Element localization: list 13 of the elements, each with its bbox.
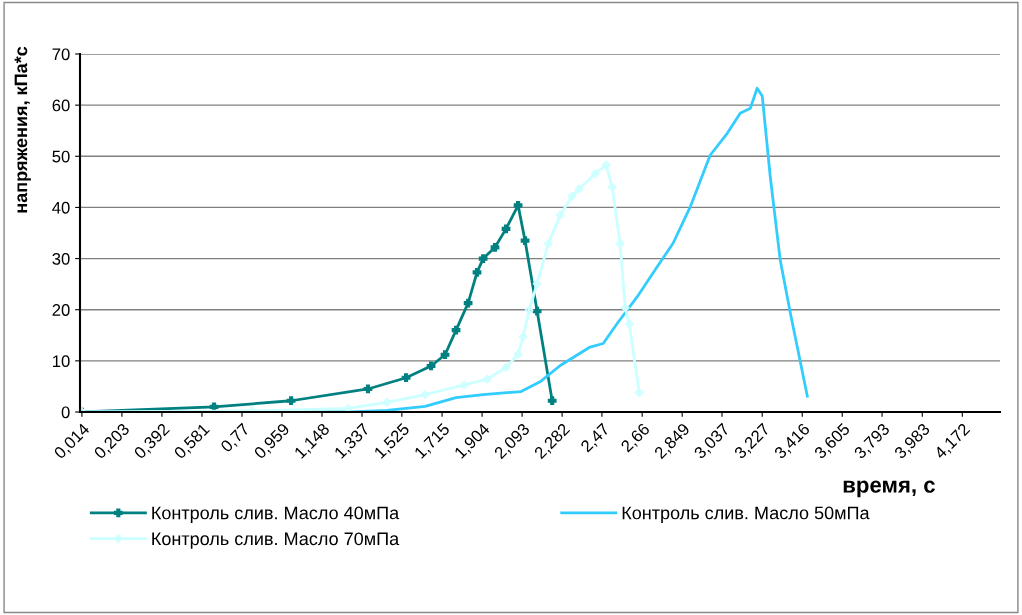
x-axis-title: время, с [843, 480, 935, 498]
legend-label: Контроль слив. Масло 70мПа [152, 532, 400, 549]
legend-label: Контроль слив. Масло 40мПа [152, 506, 400, 523]
y-tick-label: 40 [52, 201, 70, 214]
y-tick-label: 10 [53, 355, 70, 368]
y-axis-title: напряжения, кПа*с [14, 46, 31, 213]
y-tick-label: 20 [52, 304, 70, 316]
y-tick-label: 0 [61, 406, 70, 419]
legend-label: Контроль слив. Масло 50мПа [622, 506, 870, 523]
y-tick-label: 50 [52, 150, 70, 163]
y-tick-label: 60 [52, 99, 70, 112]
y-tick-label: 70 [52, 48, 70, 61]
y-tick-label: 30 [52, 252, 70, 265]
